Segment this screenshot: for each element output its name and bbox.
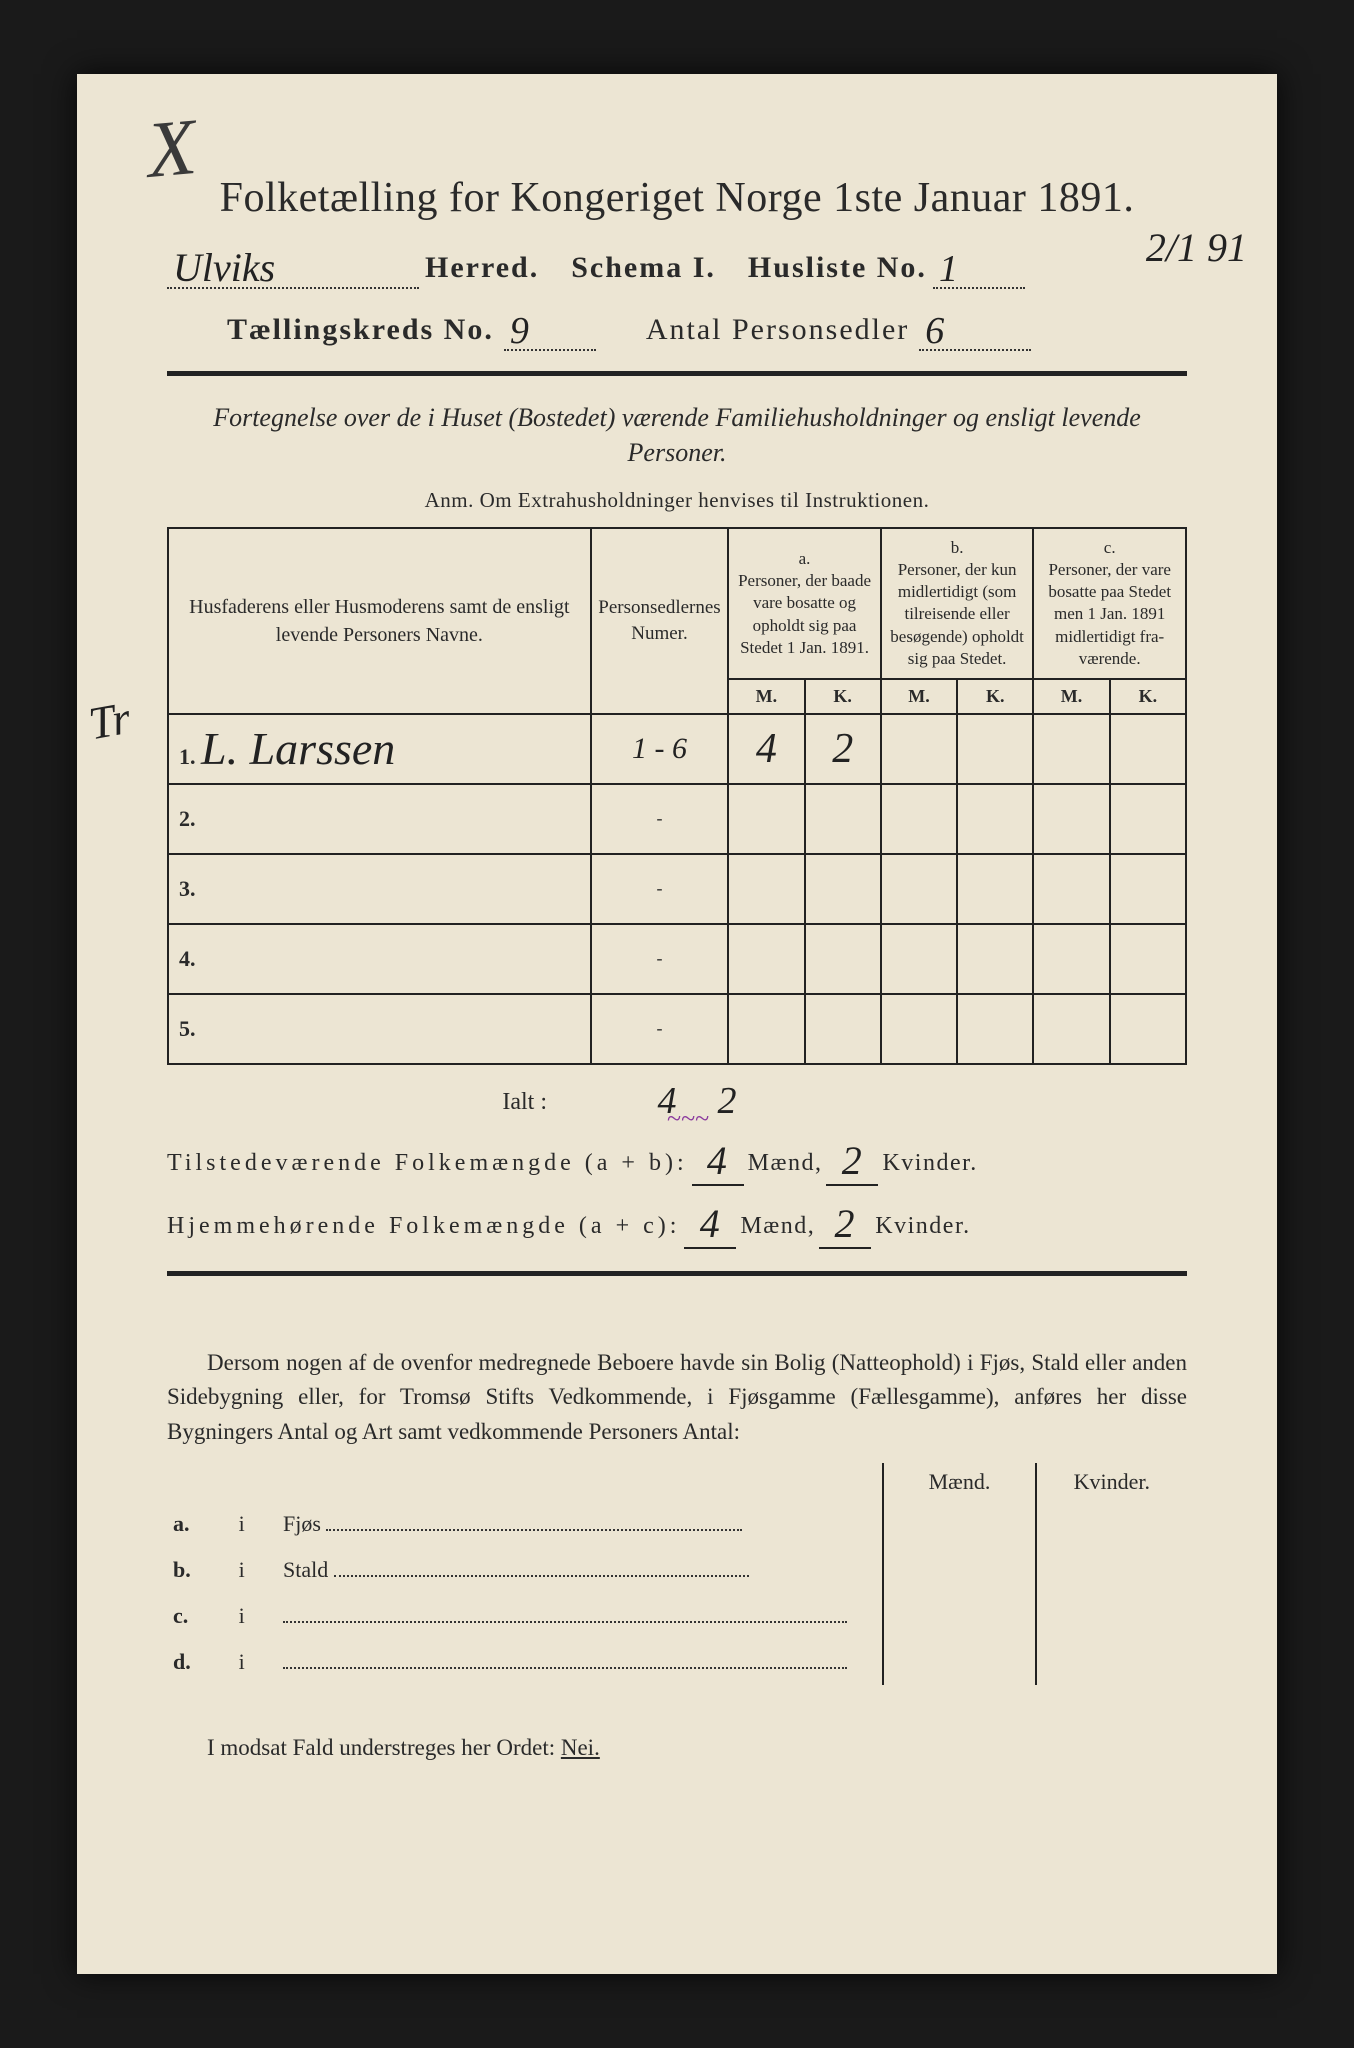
- rule-2: [167, 1271, 1187, 1276]
- herred-label: Herred.: [425, 251, 539, 285]
- margin-date: 2/1 91: [1146, 224, 1247, 271]
- row1-name-hand: L. Larssen: [201, 723, 395, 774]
- present-k: 2: [826, 1137, 878, 1186]
- present-m: 4: [692, 1137, 744, 1186]
- col-b: b. Personer, der kun midler­tidigt (som …: [881, 528, 1034, 679]
- col-c: c. Personer, der vare bosatte paa Stedet…: [1033, 528, 1186, 679]
- lower-row: d.i: [167, 1639, 1187, 1685]
- col-a-m: M.: [728, 679, 804, 714]
- schema-label: Schema I.: [571, 251, 716, 285]
- lower-row: a.i Fjøs: [167, 1501, 1187, 1547]
- col-c-m: M.: [1033, 679, 1109, 714]
- antal-label: Antal Personsedler: [646, 313, 909, 347]
- herred-handwritten: Ulviks: [173, 245, 275, 290]
- nei-line: I modsat Fald understreges her Ordet: Ne…: [167, 1735, 1187, 1761]
- table-row: 3.-: [168, 854, 1186, 924]
- summary-resident: Hjemmehørende Folkemængde (a + c): 4 Mæn…: [167, 1196, 1187, 1245]
- ialt-row: Ialt : 4 2 ~~~: [167, 1075, 1187, 1119]
- lower-row: c.i: [167, 1593, 1187, 1639]
- margin-tr: Tr: [85, 691, 135, 750]
- col-names: Husfaderens eller Husmode­rens samt de e…: [168, 528, 591, 714]
- table-row: 5.-: [168, 994, 1186, 1064]
- lower-table: Mænd. Kvinder. a.i Fjøs b.i Stald c.i d.…: [167, 1463, 1187, 1685]
- anm-text: Anm. Om Extrahusholdninger henvises til …: [167, 488, 1187, 513]
- purple-check: ~~~: [667, 1104, 709, 1134]
- kreds-label: Tællingskreds No.: [227, 313, 494, 347]
- low-head-k: Kvinder.: [1036, 1463, 1187, 1501]
- antal-val: 6: [925, 310, 944, 352]
- x-mark-annotation: X: [143, 102, 200, 197]
- col-b-m: M.: [881, 679, 957, 714]
- census-table: Husfaderens eller Husmode­rens samt de e…: [167, 527, 1187, 1065]
- row1-a-m: 4: [728, 714, 804, 784]
- herred-line: Ulviks Herred. Schema I. Husliste No. 1: [167, 240, 1187, 289]
- col-a: a. Personer, der baade vare bo­satte og …: [728, 528, 881, 679]
- lower-paragraph: Dersom nogen af de ovenfor medregnede Be…: [167, 1346, 1187, 1450]
- rule-1: [167, 371, 1187, 376]
- row1-a-k: 2: [805, 714, 881, 784]
- form-title: Folketælling for Kongeriget Norge 1ste J…: [167, 174, 1187, 222]
- col-b-k: K.: [957, 679, 1033, 714]
- table-row: 1. L. Larssen 1 - 6 4 2: [168, 714, 1186, 784]
- table-row: 4.-: [168, 924, 1186, 994]
- fortegnelse-text: Fortegnelse over de i Huset (Bostedet) v…: [167, 400, 1187, 470]
- kreds-line: Tællingskreds No. 9 Antal Personsedler 6: [167, 305, 1187, 351]
- col-numer: Person­sedler­nes Numer.: [591, 528, 729, 714]
- kreds-no: 9: [510, 310, 529, 352]
- col-a-k: K.: [805, 679, 881, 714]
- nei-word: Nei.: [561, 1735, 600, 1760]
- resident-k: 2: [819, 1200, 871, 1249]
- lower-row: b.i Stald: [167, 1547, 1187, 1593]
- resident-m: 4: [684, 1200, 736, 1249]
- table-row: 2.-: [168, 784, 1186, 854]
- summary-present: Tilstedeværende Folkemængde (a + b): 4 M…: [167, 1133, 1187, 1182]
- census-form-sheet: X 2/1 91 Tr Folketælling for Kongeriget …: [77, 74, 1277, 1974]
- low-head-m: Mænd.: [883, 1463, 1035, 1501]
- husliste-no: 1: [939, 248, 958, 290]
- row1-numer: 1 - 6: [591, 714, 729, 784]
- col-c-k: K.: [1110, 679, 1186, 714]
- husliste-label: Husliste No.: [748, 251, 927, 285]
